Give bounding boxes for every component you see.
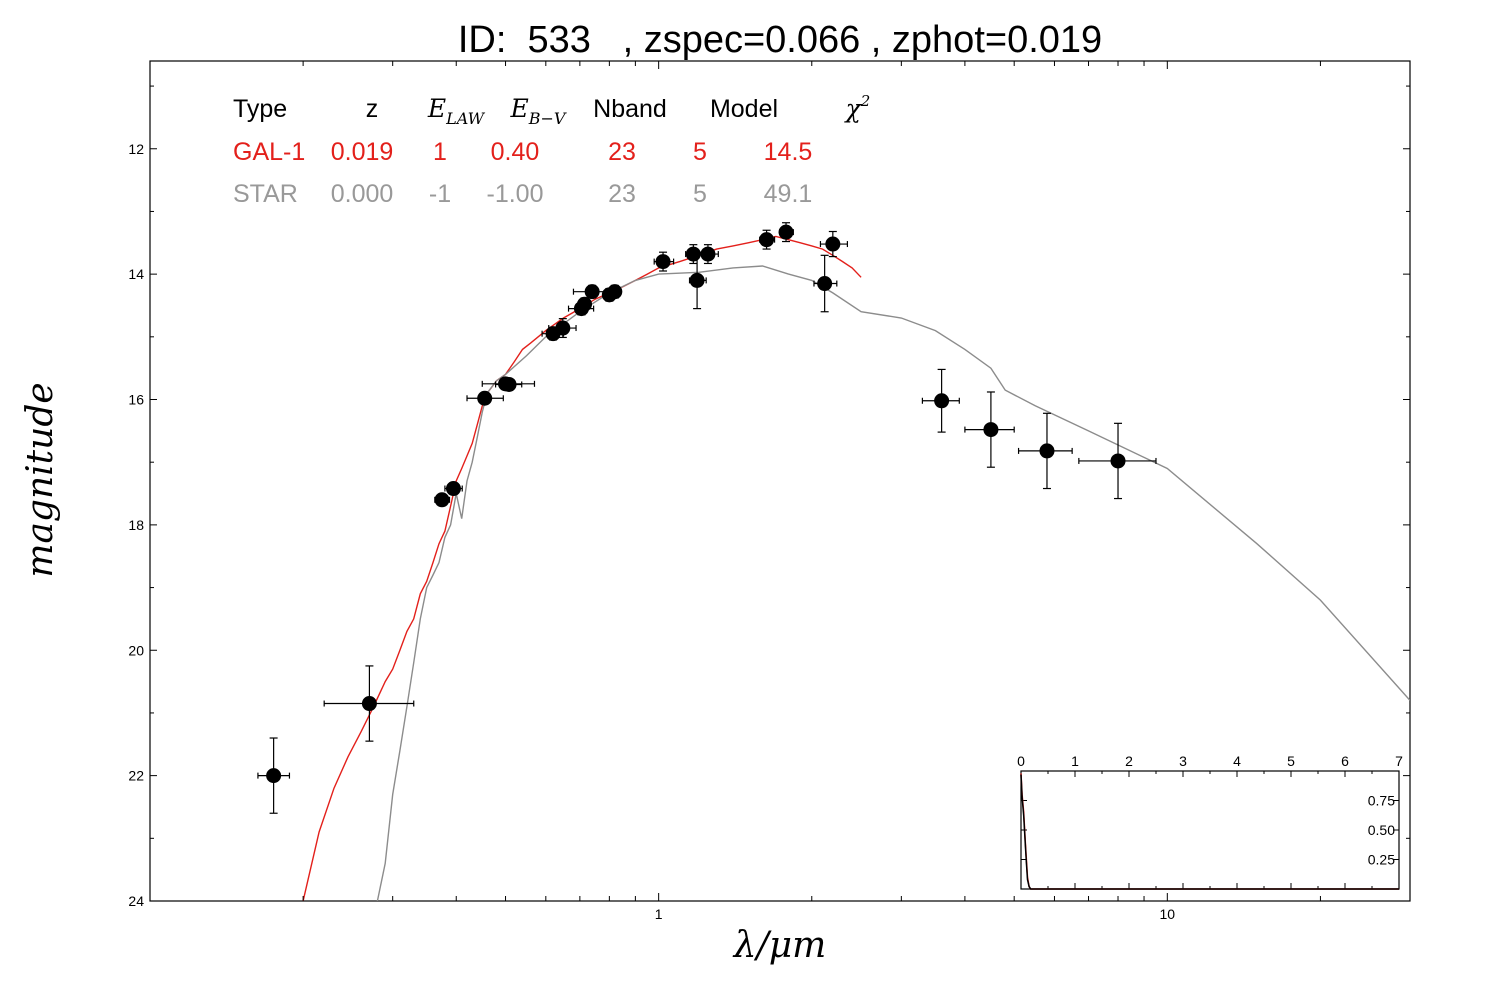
inset-x-tick-label: 1: [1071, 753, 1079, 769]
model-curve-2: [376, 265, 1410, 901]
data-marker: [983, 422, 999, 438]
table-cell: 0.000: [331, 180, 394, 208]
data-point: [688, 251, 707, 310]
data-marker: [584, 284, 600, 300]
data-marker: [555, 320, 571, 336]
table-header: z: [366, 95, 379, 123]
inset-y-tick-label: 0.50: [1368, 822, 1395, 838]
data-point: [964, 391, 1015, 468]
data-marker: [934, 393, 950, 409]
table-cell: 1: [433, 138, 447, 166]
data-marker: [700, 246, 716, 262]
data-marker: [266, 768, 282, 784]
table-cell: -1: [429, 180, 451, 208]
data-point: [257, 737, 291, 814]
inset-x-tick-label: 7: [1395, 753, 1403, 769]
inset-x-tick-label: 6: [1341, 753, 1349, 769]
table-cell: 23: [608, 138, 636, 166]
chart-title: ID: 533 , zspec=0.066 , zphot=0.019: [458, 19, 1102, 61]
x-tick-label: 1: [655, 906, 663, 922]
inset-x-tick-label: 2: [1125, 753, 1133, 769]
data-marker: [825, 236, 841, 252]
y-tick-label: 20: [128, 642, 144, 658]
table-cell: 5: [693, 180, 707, 208]
data-marker: [477, 390, 493, 406]
data-point: [698, 244, 719, 265]
x-tick-label: 10: [1160, 906, 1176, 922]
data-point: [778, 222, 794, 243]
table-header: Type: [233, 95, 287, 123]
table-header: ELAW: [427, 94, 486, 128]
y-tick-label: 14: [128, 266, 144, 282]
plot-frame: [149, 60, 1411, 902]
data-point: [494, 376, 523, 392]
table-cell: 0.019: [331, 138, 394, 166]
data-point: [577, 296, 593, 312]
table-header: Nband: [593, 95, 667, 123]
data-point: [813, 254, 838, 313]
pdz-inset: 0 1 2 3 4 5 6 7 0.25 0.50 0.75: [1017, 753, 1403, 890]
fit-results-table: Type z ELAW EB−V Nband Model χ2 GAL-1 0.019 1 0.40…: [233, 92, 870, 208]
table-cell: 49.1: [764, 180, 813, 208]
table-cell: STAR: [233, 180, 298, 208]
data-marker: [577, 296, 593, 312]
y-tick-label: 22: [128, 768, 144, 784]
data-marker: [759, 232, 775, 248]
inset-frame: [1020, 770, 1400, 890]
table-header: Model: [710, 95, 778, 123]
x-axis-label: λ/μm: [732, 925, 826, 966]
inset-x-tick-label: 0: [1017, 753, 1025, 769]
inset-x-tick-label: 4: [1233, 753, 1241, 769]
table-cell: 5: [693, 138, 707, 166]
data-point: [548, 318, 577, 339]
data-marker: [445, 481, 461, 497]
data-point: [759, 229, 776, 250]
data-marker: [434, 492, 450, 508]
x-axis-ticks: 1 10: [149, 61, 1411, 922]
data-point: [466, 390, 504, 406]
inset-y-tick-label: 0.75: [1368, 793, 1395, 809]
y-tick-label: 18: [128, 517, 144, 533]
photometry-points: [257, 222, 1157, 814]
table-cell: GAL-1: [233, 138, 305, 166]
data-point: [323, 665, 415, 742]
y-tick-label: 12: [128, 141, 144, 157]
data-point: [434, 492, 451, 508]
data-marker: [607, 284, 623, 300]
data-marker: [1110, 453, 1126, 469]
table-cell: -1.00: [487, 180, 544, 208]
data-marker: [689, 272, 705, 288]
data-marker: [1039, 443, 1055, 459]
data-marker: [817, 276, 833, 292]
data-point: [607, 284, 623, 300]
data-point: [1078, 422, 1157, 500]
data-point: [921, 368, 960, 433]
y-tick-label: 16: [128, 392, 144, 408]
model-curve-1: [302, 235, 862, 901]
data-point: [819, 230, 849, 258]
table-cell: 14.5: [764, 138, 813, 166]
inset-y-tick-label: 0.25: [1368, 852, 1395, 868]
table-header: χ2: [844, 92, 871, 123]
table-cell: 0.40: [491, 138, 540, 166]
y-axis-label: magnitude: [20, 382, 61, 577]
y-tick-label: 24: [128, 893, 144, 909]
data-point: [1017, 412, 1073, 490]
data-marker: [501, 376, 517, 392]
inset-x-tick-label: 3: [1179, 753, 1187, 769]
data-marker: [778, 224, 794, 240]
inset-curve-2: [1020, 774, 1399, 890]
inset-x-tick-label: 5: [1287, 753, 1295, 769]
data-marker: [361, 696, 377, 712]
data-point: [653, 251, 675, 272]
table-cell: 23: [608, 180, 636, 208]
table-header: EB−V: [510, 94, 567, 128]
data-point: [444, 481, 463, 497]
data-marker: [655, 254, 671, 270]
